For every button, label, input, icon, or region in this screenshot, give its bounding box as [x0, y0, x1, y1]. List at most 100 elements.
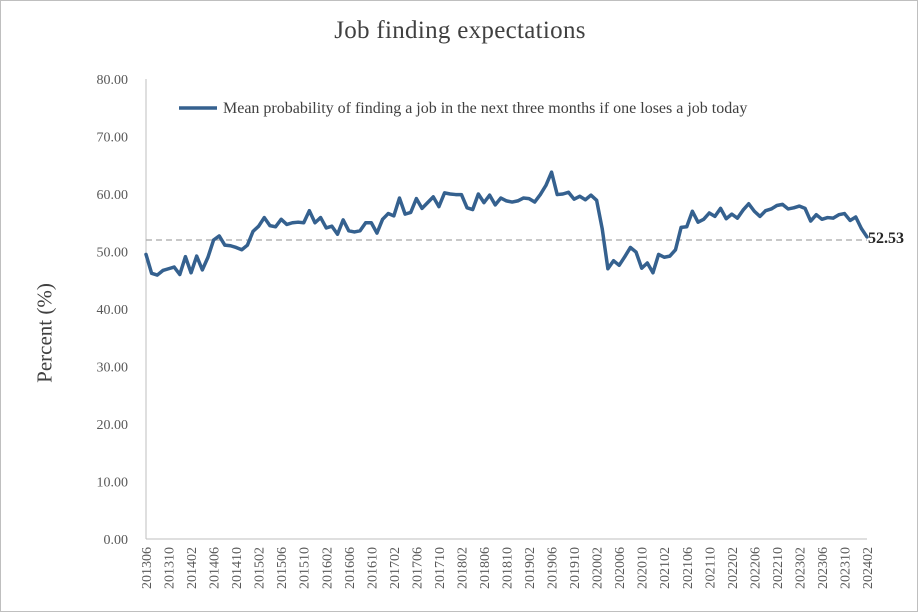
data-point [403, 212, 407, 216]
data-point [144, 252, 148, 256]
x-tick-label: 201602 [320, 547, 335, 589]
data-point [566, 190, 570, 194]
data-point [533, 200, 537, 204]
data-point [313, 221, 317, 225]
data-point [448, 192, 452, 196]
data-point [617, 263, 621, 267]
data-point [471, 208, 475, 212]
legend: Mean probability of finding a job in the… [179, 100, 747, 117]
x-tick-label: 202106 [681, 547, 696, 589]
end-value-label: 52.53 [868, 230, 904, 247]
data-point [651, 271, 655, 275]
x-tick-label: 202402 [861, 547, 876, 589]
data-point [702, 217, 706, 221]
data-point [223, 243, 227, 247]
data-point [854, 215, 858, 219]
data-point [290, 221, 294, 225]
x-tick-label: 201706 [410, 547, 425, 589]
x-tick-label: 201510 [298, 547, 313, 589]
data-point [212, 238, 216, 242]
data-point [161, 268, 165, 272]
data-point [358, 229, 362, 233]
data-point [775, 204, 779, 207]
data-point [459, 193, 463, 197]
x-tick-label: 202310 [838, 547, 853, 589]
data-point [842, 212, 846, 216]
data-point [347, 229, 351, 233]
data-point [251, 229, 255, 233]
series-line [144, 170, 869, 277]
data-point [628, 245, 632, 249]
data-point [707, 211, 711, 215]
data-point [262, 216, 266, 220]
data-point [499, 196, 503, 200]
x-tick-label: 202102 [658, 547, 673, 589]
data-point [465, 206, 469, 210]
data-point [274, 225, 278, 229]
data-point [735, 216, 739, 220]
data-point [747, 202, 751, 206]
x-tick-label: 202110 [703, 547, 718, 588]
x-tick-label: 201310 [163, 547, 178, 589]
data-point [657, 252, 661, 256]
data-point [437, 205, 441, 209]
data-point [426, 201, 430, 205]
data-point [668, 254, 672, 258]
data-point [279, 217, 283, 221]
data-point [809, 219, 813, 223]
x-tick-label: 201502 [253, 547, 268, 589]
data-point [561, 192, 565, 196]
data-point [381, 217, 385, 221]
data-point [600, 227, 604, 231]
data-point [324, 226, 328, 230]
data-point [420, 206, 424, 210]
data-point [409, 210, 413, 214]
x-tick-label: 201710 [433, 547, 448, 589]
data-point [516, 199, 520, 203]
data-point [764, 209, 768, 213]
data-point [341, 218, 345, 222]
data-point [640, 266, 644, 270]
y-tick-label: 30.00 [97, 361, 129, 376]
y-tick-label: 20.00 [97, 418, 129, 433]
data-point [302, 221, 306, 225]
data-point [375, 231, 379, 235]
data-point [792, 206, 796, 210]
data-point [865, 235, 869, 239]
data-point [679, 225, 683, 229]
data-point [454, 193, 458, 197]
x-tick-label: 201506 [275, 547, 290, 589]
x-tick-label: 201610 [365, 547, 380, 589]
data-point [234, 245, 238, 249]
data-point [741, 208, 745, 212]
data-point [730, 212, 734, 216]
y-tick-label: 80.00 [97, 73, 129, 88]
data-point [268, 224, 272, 228]
x-tick-label: 201606 [343, 547, 358, 589]
data-point [713, 214, 717, 218]
data-point [257, 224, 261, 228]
data-point [690, 209, 694, 213]
data-point [296, 220, 300, 224]
x-tick-label: 202006 [613, 547, 628, 589]
x-tick-label: 201406 [208, 547, 223, 589]
data-point [386, 212, 390, 216]
data-point [645, 261, 649, 265]
data-point [217, 234, 221, 238]
data-point [397, 196, 401, 200]
x-tick-label: 201802 [455, 547, 470, 589]
data-point [724, 217, 728, 221]
data-point [583, 198, 587, 202]
x-tick-label: 201702 [388, 547, 403, 589]
data-point [848, 218, 852, 222]
data-point [352, 230, 356, 234]
data-point [662, 255, 666, 259]
x-tick-label: 201906 [546, 547, 561, 589]
legend-label: Mean probability of finding a job in the… [223, 100, 747, 117]
x-tick-label: 201910 [568, 547, 583, 589]
data-point [228, 244, 232, 248]
data-point [606, 267, 610, 271]
data-point [803, 206, 807, 210]
